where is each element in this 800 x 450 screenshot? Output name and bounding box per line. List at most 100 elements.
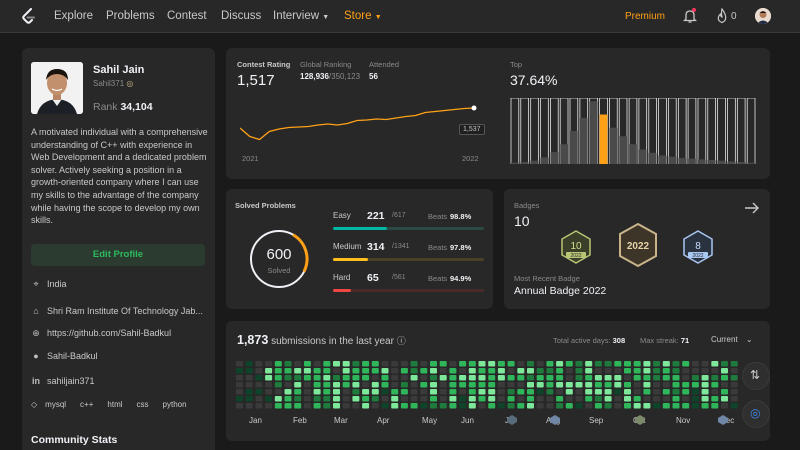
heatmap-cell[interactable] <box>517 375 525 381</box>
heatmap-cell[interactable] <box>342 368 350 374</box>
heatmap-cell[interactable] <box>439 361 447 367</box>
heatmap-cell[interactable] <box>682 396 690 402</box>
feedback-button[interactable]: ◎ <box>742 400 770 428</box>
heatmap-cell[interactable] <box>575 361 583 367</box>
heatmap-cell[interactable] <box>527 382 534 388</box>
heatmap-cell[interactable] <box>381 375 389 381</box>
heatmap-cell[interactable] <box>449 375 457 381</box>
heatmap-cell[interactable] <box>565 375 573 381</box>
heatmap-cell[interactable] <box>565 368 573 374</box>
heatmap-cell[interactable] <box>662 382 670 388</box>
histogram-bar[interactable] <box>511 162 519 164</box>
heatmap-cell[interactable] <box>585 382 593 388</box>
heatmap-cell[interactable] <box>362 403 370 409</box>
heatmap-cell[interactable] <box>391 375 399 381</box>
heatmap-cell[interactable] <box>430 361 437 367</box>
heatmap-cell[interactable] <box>633 361 641 367</box>
heatmap-cell[interactable] <box>333 396 340 402</box>
heatmap-cell[interactable] <box>410 403 418 409</box>
heatmap-cell[interactable] <box>672 368 680 374</box>
heatmap-cell[interactable] <box>604 382 612 388</box>
heatmap-cell[interactable] <box>371 403 379 409</box>
heatmap-cell[interactable] <box>682 375 690 381</box>
heatmap-cell[interactable] <box>303 403 311 409</box>
heatmap-cell[interactable] <box>653 375 661 381</box>
heatmap-cell[interactable] <box>468 375 476 381</box>
heatmap-cell[interactable] <box>459 389 467 395</box>
heatmap-cell[interactable] <box>391 382 399 388</box>
heatmap-cell[interactable] <box>585 396 593 402</box>
year-select[interactable]: Current ⌄ <box>711 335 753 344</box>
heatmap-cell[interactable] <box>527 396 534 402</box>
heatmap-cell[interactable] <box>662 361 670 367</box>
heatmap-cell[interactable] <box>255 375 263 381</box>
histogram-bar[interactable] <box>589 101 598 164</box>
heatmap-cell[interactable] <box>362 389 370 395</box>
heatmap-cell[interactable] <box>468 382 476 388</box>
heatmap-cell[interactable] <box>255 389 263 395</box>
heatmap-cell[interactable] <box>653 382 661 388</box>
heatmap-cell[interactable] <box>313 375 321 381</box>
heatmap-cell[interactable] <box>730 396 738 402</box>
heatmap-cell[interactable] <box>527 403 534 409</box>
heatmap-cell[interactable] <box>730 361 738 367</box>
heatmap-cell[interactable] <box>274 375 282 381</box>
heatmap-cell[interactable] <box>274 396 282 402</box>
heatmap-cell[interactable] <box>721 368 728 374</box>
heatmap-cell[interactable] <box>303 396 311 402</box>
heatmap-cell[interactable] <box>614 403 622 409</box>
nav-problems[interactable]: Problems <box>106 10 155 22</box>
heatmap-cell[interactable] <box>323 375 331 381</box>
heatmap-cell[interactable] <box>303 361 311 367</box>
heatmap-cell[interactable] <box>517 396 525 402</box>
heatmap-cell[interactable] <box>284 389 292 395</box>
heatmap-cell[interactable] <box>439 375 447 381</box>
heatmap-cell[interactable] <box>721 396 728 402</box>
heatmap-cell[interactable] <box>575 368 583 374</box>
heatmap-cell[interactable] <box>497 382 505 388</box>
heatmap-cell[interactable] <box>274 389 282 395</box>
heatmap-cell[interactable] <box>556 382 564 388</box>
heatmap-cell[interactable] <box>265 368 273 374</box>
heatmap-cell[interactable] <box>507 368 515 374</box>
heatmap-cell[interactable] <box>633 382 641 388</box>
heatmap-cell[interactable] <box>624 368 631 374</box>
heatmap-cell[interactable] <box>556 389 564 395</box>
heatmap-cell[interactable] <box>682 403 690 409</box>
heatmap-cell[interactable] <box>294 368 302 374</box>
heatmap-cell[interactable] <box>633 368 641 374</box>
annual-badge-icon[interactable]: 2022 <box>615 222 661 268</box>
heatmap-cell[interactable] <box>400 389 408 395</box>
heatmap-cell[interactable] <box>488 375 496 381</box>
heatmap-cell[interactable] <box>313 389 321 395</box>
heatmap-cell[interactable] <box>245 403 253 409</box>
heatmap-cell[interactable] <box>488 403 496 409</box>
histogram-bar[interactable] <box>698 159 706 164</box>
heatmap-cell[interactable] <box>536 368 544 374</box>
website-link[interactable]: https://github.com/Sahil-Badkul <box>47 328 172 338</box>
heatmap-cell[interactable] <box>420 396 428 402</box>
heatmap-cell[interactable] <box>701 361 709 367</box>
heatmap-cell[interactable] <box>342 361 350 367</box>
heatmap-cell[interactable] <box>420 389 428 395</box>
heatmap-cell[interactable] <box>274 361 282 367</box>
heatmap-cell[interactable] <box>478 389 486 395</box>
heatmap-cell[interactable] <box>449 389 457 395</box>
heatmap-cell[interactable] <box>575 389 583 395</box>
heatmap-cell[interactable] <box>711 361 719 367</box>
heatmap-cell[interactable] <box>691 361 699 367</box>
heatmap-cell[interactable] <box>391 368 399 374</box>
heatmap-cell[interactable] <box>362 396 370 402</box>
heatmap-cell[interactable] <box>342 375 350 381</box>
heatmap-cell[interactable] <box>362 382 370 388</box>
heatmap-cell[interactable] <box>575 403 583 409</box>
heatmap-cell[interactable] <box>614 361 622 367</box>
heatmap-cell[interactable] <box>430 403 437 409</box>
histogram-bar[interactable] <box>638 149 647 165</box>
heatmap-cell[interactable] <box>624 403 631 409</box>
heatmap-cell[interactable] <box>682 368 690 374</box>
heatmap-cell[interactable] <box>643 361 651 367</box>
heatmap-cell[interactable] <box>255 403 263 409</box>
heatmap-cell[interactable] <box>400 382 408 388</box>
heatmap-cell[interactable] <box>585 368 593 374</box>
